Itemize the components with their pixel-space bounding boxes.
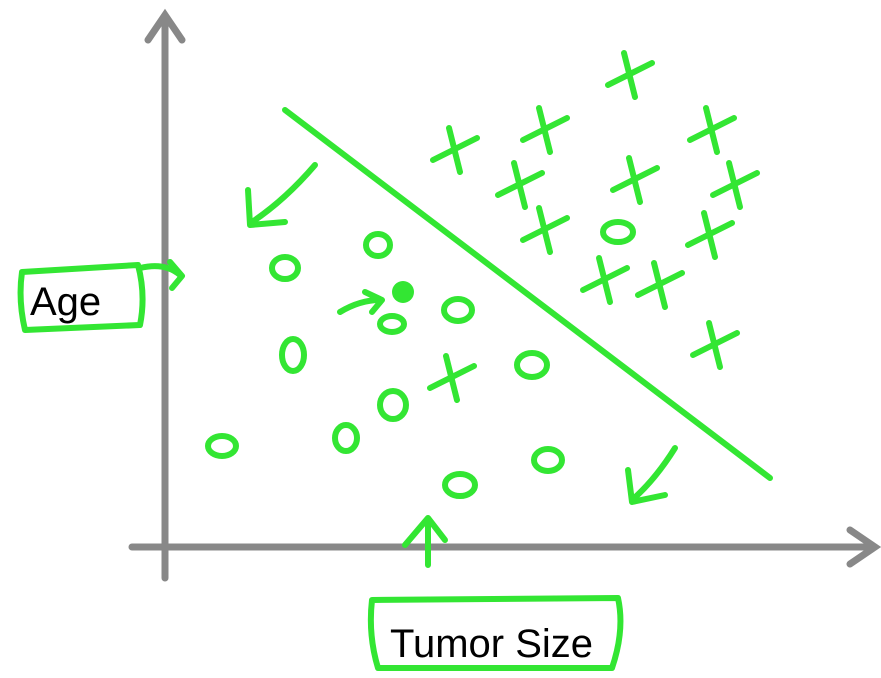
o-mark [269,254,301,282]
x-mark [687,105,737,155]
x-mark [610,155,660,205]
x-mark [427,353,477,403]
x-mark [520,205,570,255]
query-point [392,281,414,303]
arrow [337,289,385,315]
y-axis-label: Age [30,280,101,324]
x-mark [685,210,735,260]
arrow [402,515,448,568]
arrow [625,445,678,505]
o-mark [531,446,565,474]
o-mark [279,336,307,374]
x-mark [710,160,760,210]
o-mark [377,388,409,422]
o-mark [514,350,550,380]
decision-boundary [282,107,773,481]
x-mark [495,160,545,210]
arrow [245,162,318,228]
x-mark [430,125,480,175]
o-mark [600,219,636,245]
label-box [367,595,624,671]
x-axis-label: Tumor Size [390,622,593,666]
o-mark [442,471,478,499]
o-mark [205,433,239,459]
x-mark [635,260,685,310]
x-mark [605,50,655,100]
o-mark [332,422,360,454]
x-mark [520,105,570,155]
o-mark [441,296,475,324]
x-mark [580,255,630,305]
arrow [137,259,185,291]
label-box [17,262,146,333]
y-axis [144,8,186,582]
x-axis [128,526,881,568]
o-mark [377,313,407,335]
x-mark [690,320,740,370]
o-mark [363,231,393,259]
